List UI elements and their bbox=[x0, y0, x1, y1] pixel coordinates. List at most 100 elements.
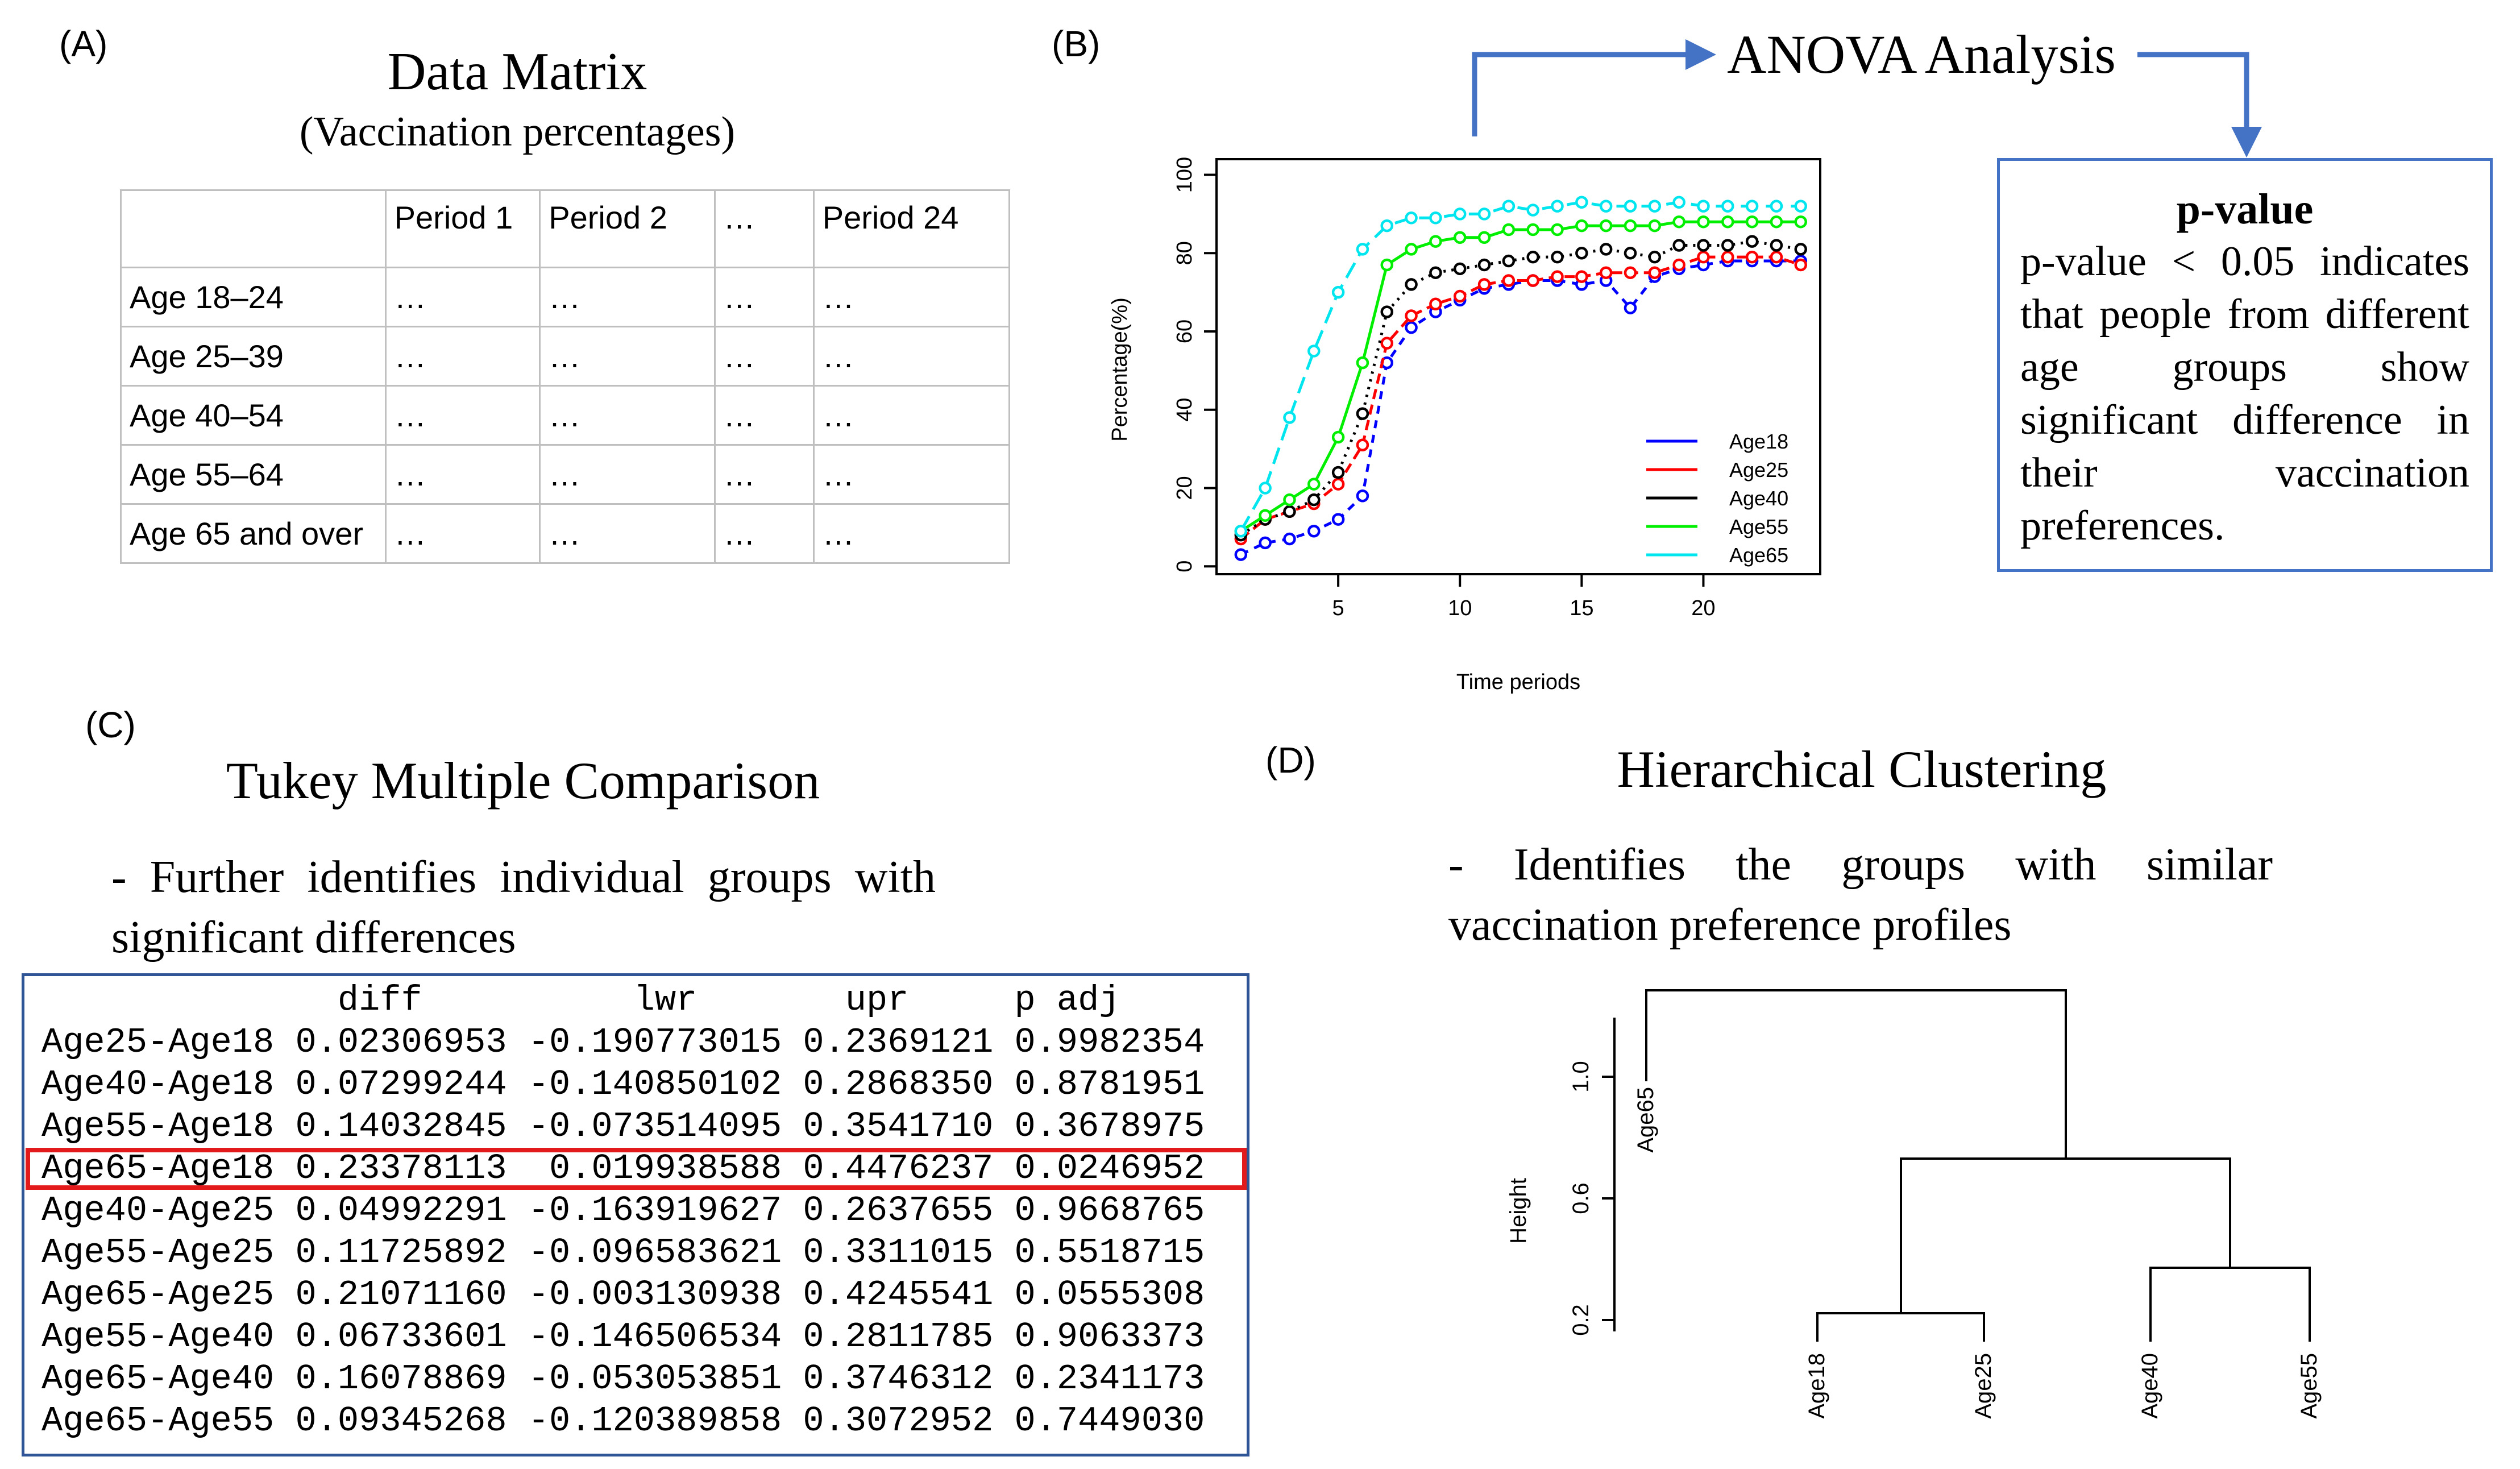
data-point-age65 bbox=[1526, 204, 1539, 217]
data-point-age55 bbox=[1575, 219, 1588, 233]
matrix-header-cell bbox=[120, 189, 387, 268]
tukey-row: Age40-Age25 0.04992291 -0.163919627 0.26… bbox=[41, 1190, 1205, 1231]
y-tick-label: 0.6 bbox=[1568, 1182, 1593, 1214]
matrix-cell: … bbox=[384, 503, 541, 564]
data-point-age65 bbox=[1648, 200, 1662, 213]
data-point-age25 bbox=[1405, 309, 1418, 322]
arrow-to-anova bbox=[1472, 39, 1716, 136]
data-point-age40 bbox=[1551, 250, 1564, 264]
data-point-age40 bbox=[1672, 239, 1685, 252]
data-point-age40 bbox=[1697, 239, 1710, 252]
data-point-age40 bbox=[1624, 247, 1637, 260]
data-point-age18 bbox=[1331, 513, 1345, 526]
tukey-header: diff lwr upr p adj bbox=[41, 980, 1120, 1020]
matrix-row: Age 40–54 … … … … bbox=[120, 385, 1011, 446]
data-point-age40 bbox=[1599, 243, 1613, 256]
data-point-age65 bbox=[1477, 208, 1491, 221]
series-line-age65 bbox=[1239, 201, 1801, 532]
data-point-age18 bbox=[1356, 489, 1369, 503]
data-point-age40 bbox=[1331, 466, 1345, 479]
matrix-cell: … bbox=[812, 385, 1011, 446]
data-point-age40 bbox=[1405, 278, 1418, 291]
data-point-age25 bbox=[1624, 266, 1637, 279]
series-line-age18 bbox=[1240, 259, 1801, 556]
data-point-age65 bbox=[1234, 524, 1248, 538]
data-point-age25 bbox=[1380, 337, 1394, 350]
y-tick-label: 1.0 bbox=[1568, 1061, 1593, 1093]
data-point-age40 bbox=[1794, 243, 1807, 256]
data-point-age65 bbox=[1770, 200, 1783, 213]
matrix-cell: … bbox=[713, 326, 815, 387]
branch-age40-age55 bbox=[2149, 1267, 2311, 1342]
panel-b-label: (B) bbox=[1052, 23, 1101, 64]
data-point-age55 bbox=[1307, 478, 1321, 491]
matrix-row-label: Age 55–64 bbox=[120, 444, 387, 505]
legend-label-age65: Age65 bbox=[1729, 543, 1788, 567]
matrix-cell: … bbox=[812, 326, 1011, 387]
matrix-row-label: Age 65 and over bbox=[120, 503, 387, 564]
data-point-age25 bbox=[1551, 270, 1564, 283]
data-point-age55 bbox=[1356, 356, 1369, 370]
plot-frame bbox=[1215, 158, 1821, 575]
x-tick-label: 5 bbox=[1332, 596, 1344, 620]
matrix-cell: … bbox=[812, 267, 1011, 327]
data-point-age18 bbox=[1283, 532, 1296, 546]
matrix-cell: … bbox=[539, 385, 716, 446]
matrix-header-cell: Period 24 bbox=[812, 189, 1011, 268]
data-point-age65 bbox=[1307, 345, 1321, 358]
significant-row-highlight bbox=[26, 1148, 1247, 1190]
data-point-age55 bbox=[1453, 231, 1467, 244]
data-point-age18 bbox=[1624, 301, 1637, 314]
data-point-age25 bbox=[1672, 258, 1685, 272]
data-point-age18 bbox=[1307, 524, 1321, 538]
data-point-age65 bbox=[1502, 200, 1516, 213]
matrix-row-label: Age 25–39 bbox=[120, 326, 387, 387]
data-point-age55 bbox=[1259, 509, 1272, 522]
data-point-age55 bbox=[1745, 215, 1759, 229]
y-tick-label: 60 bbox=[1173, 319, 1197, 343]
y-tick-label: 0 bbox=[1173, 561, 1197, 572]
matrix-cell: … bbox=[384, 326, 541, 387]
series-line-age55 bbox=[1240, 220, 1801, 533]
data-point-age55 bbox=[1405, 243, 1418, 256]
data-point-age18 bbox=[1259, 536, 1272, 550]
dendrogram-chart: 0.2 0.6 1.0 Height Age65 Age18 Age25 Age… bbox=[1506, 989, 2322, 1419]
matrix-row: Age 25–39 … … … … bbox=[120, 326, 1011, 387]
data-point-age55 bbox=[1551, 223, 1564, 236]
data-point-age25 bbox=[1526, 274, 1539, 287]
data-point-age40 bbox=[1575, 247, 1588, 260]
y-tick-label: 80 bbox=[1173, 241, 1197, 265]
data-point-age65 bbox=[1721, 200, 1734, 213]
panel-d-title: Hierarchical Clustering bbox=[1617, 740, 2107, 798]
y-tick-label: 100 bbox=[1173, 157, 1197, 193]
data-point-age55 bbox=[1502, 223, 1516, 236]
tukey-row: Age65-Age55 0.09345268 -0.120389858 0.30… bbox=[41, 1401, 1205, 1441]
data-point-age25 bbox=[1599, 266, 1613, 279]
x-tick-label: 15 bbox=[1570, 596, 1593, 620]
data-point-age25 bbox=[1648, 266, 1662, 279]
data-point-age65 bbox=[1356, 243, 1369, 256]
data-point-age65 bbox=[1599, 200, 1613, 213]
matrix-header-cell: … bbox=[713, 189, 815, 268]
data-point-age40 bbox=[1453, 262, 1467, 276]
dendrogram-branches bbox=[1645, 989, 2311, 1342]
data-point-age55 bbox=[1526, 223, 1539, 236]
data-point-age65 bbox=[1283, 411, 1296, 424]
series-line-age40 bbox=[1240, 240, 1801, 537]
pvalue-box: p-value p-value < 0.05 indicates that pe… bbox=[1997, 158, 2493, 572]
line-chart-xlabel: Time periods bbox=[1456, 670, 1580, 694]
pvalue-explanation: p-value < 0.05 indicates that people fro… bbox=[2020, 238, 2469, 550]
data-point-age18 bbox=[1234, 548, 1248, 561]
dendrogram-y-axis: 0.2 0.6 1.0 Height bbox=[1506, 1018, 1616, 1336]
data-point-age40 bbox=[1502, 254, 1516, 268]
data-point-age55 bbox=[1283, 493, 1296, 507]
matrix-row-label: Age 18–24 bbox=[120, 267, 387, 327]
data-point-age55 bbox=[1331, 430, 1345, 444]
data-point-age25 bbox=[1502, 274, 1516, 287]
data-point-age65 bbox=[1624, 200, 1637, 213]
vaccination-line-chart: 5 10 15 20 0 20 40 60 80 100 Time periods Percen… bbox=[1108, 157, 1821, 694]
data-point-age65 bbox=[1697, 200, 1710, 213]
data-point-age18 bbox=[1405, 321, 1418, 334]
tukey-row: Age40-Age18 0.07299244 -0.140850102 0.28… bbox=[41, 1064, 1205, 1105]
matrix-header-cell: Period 1 bbox=[384, 189, 541, 268]
